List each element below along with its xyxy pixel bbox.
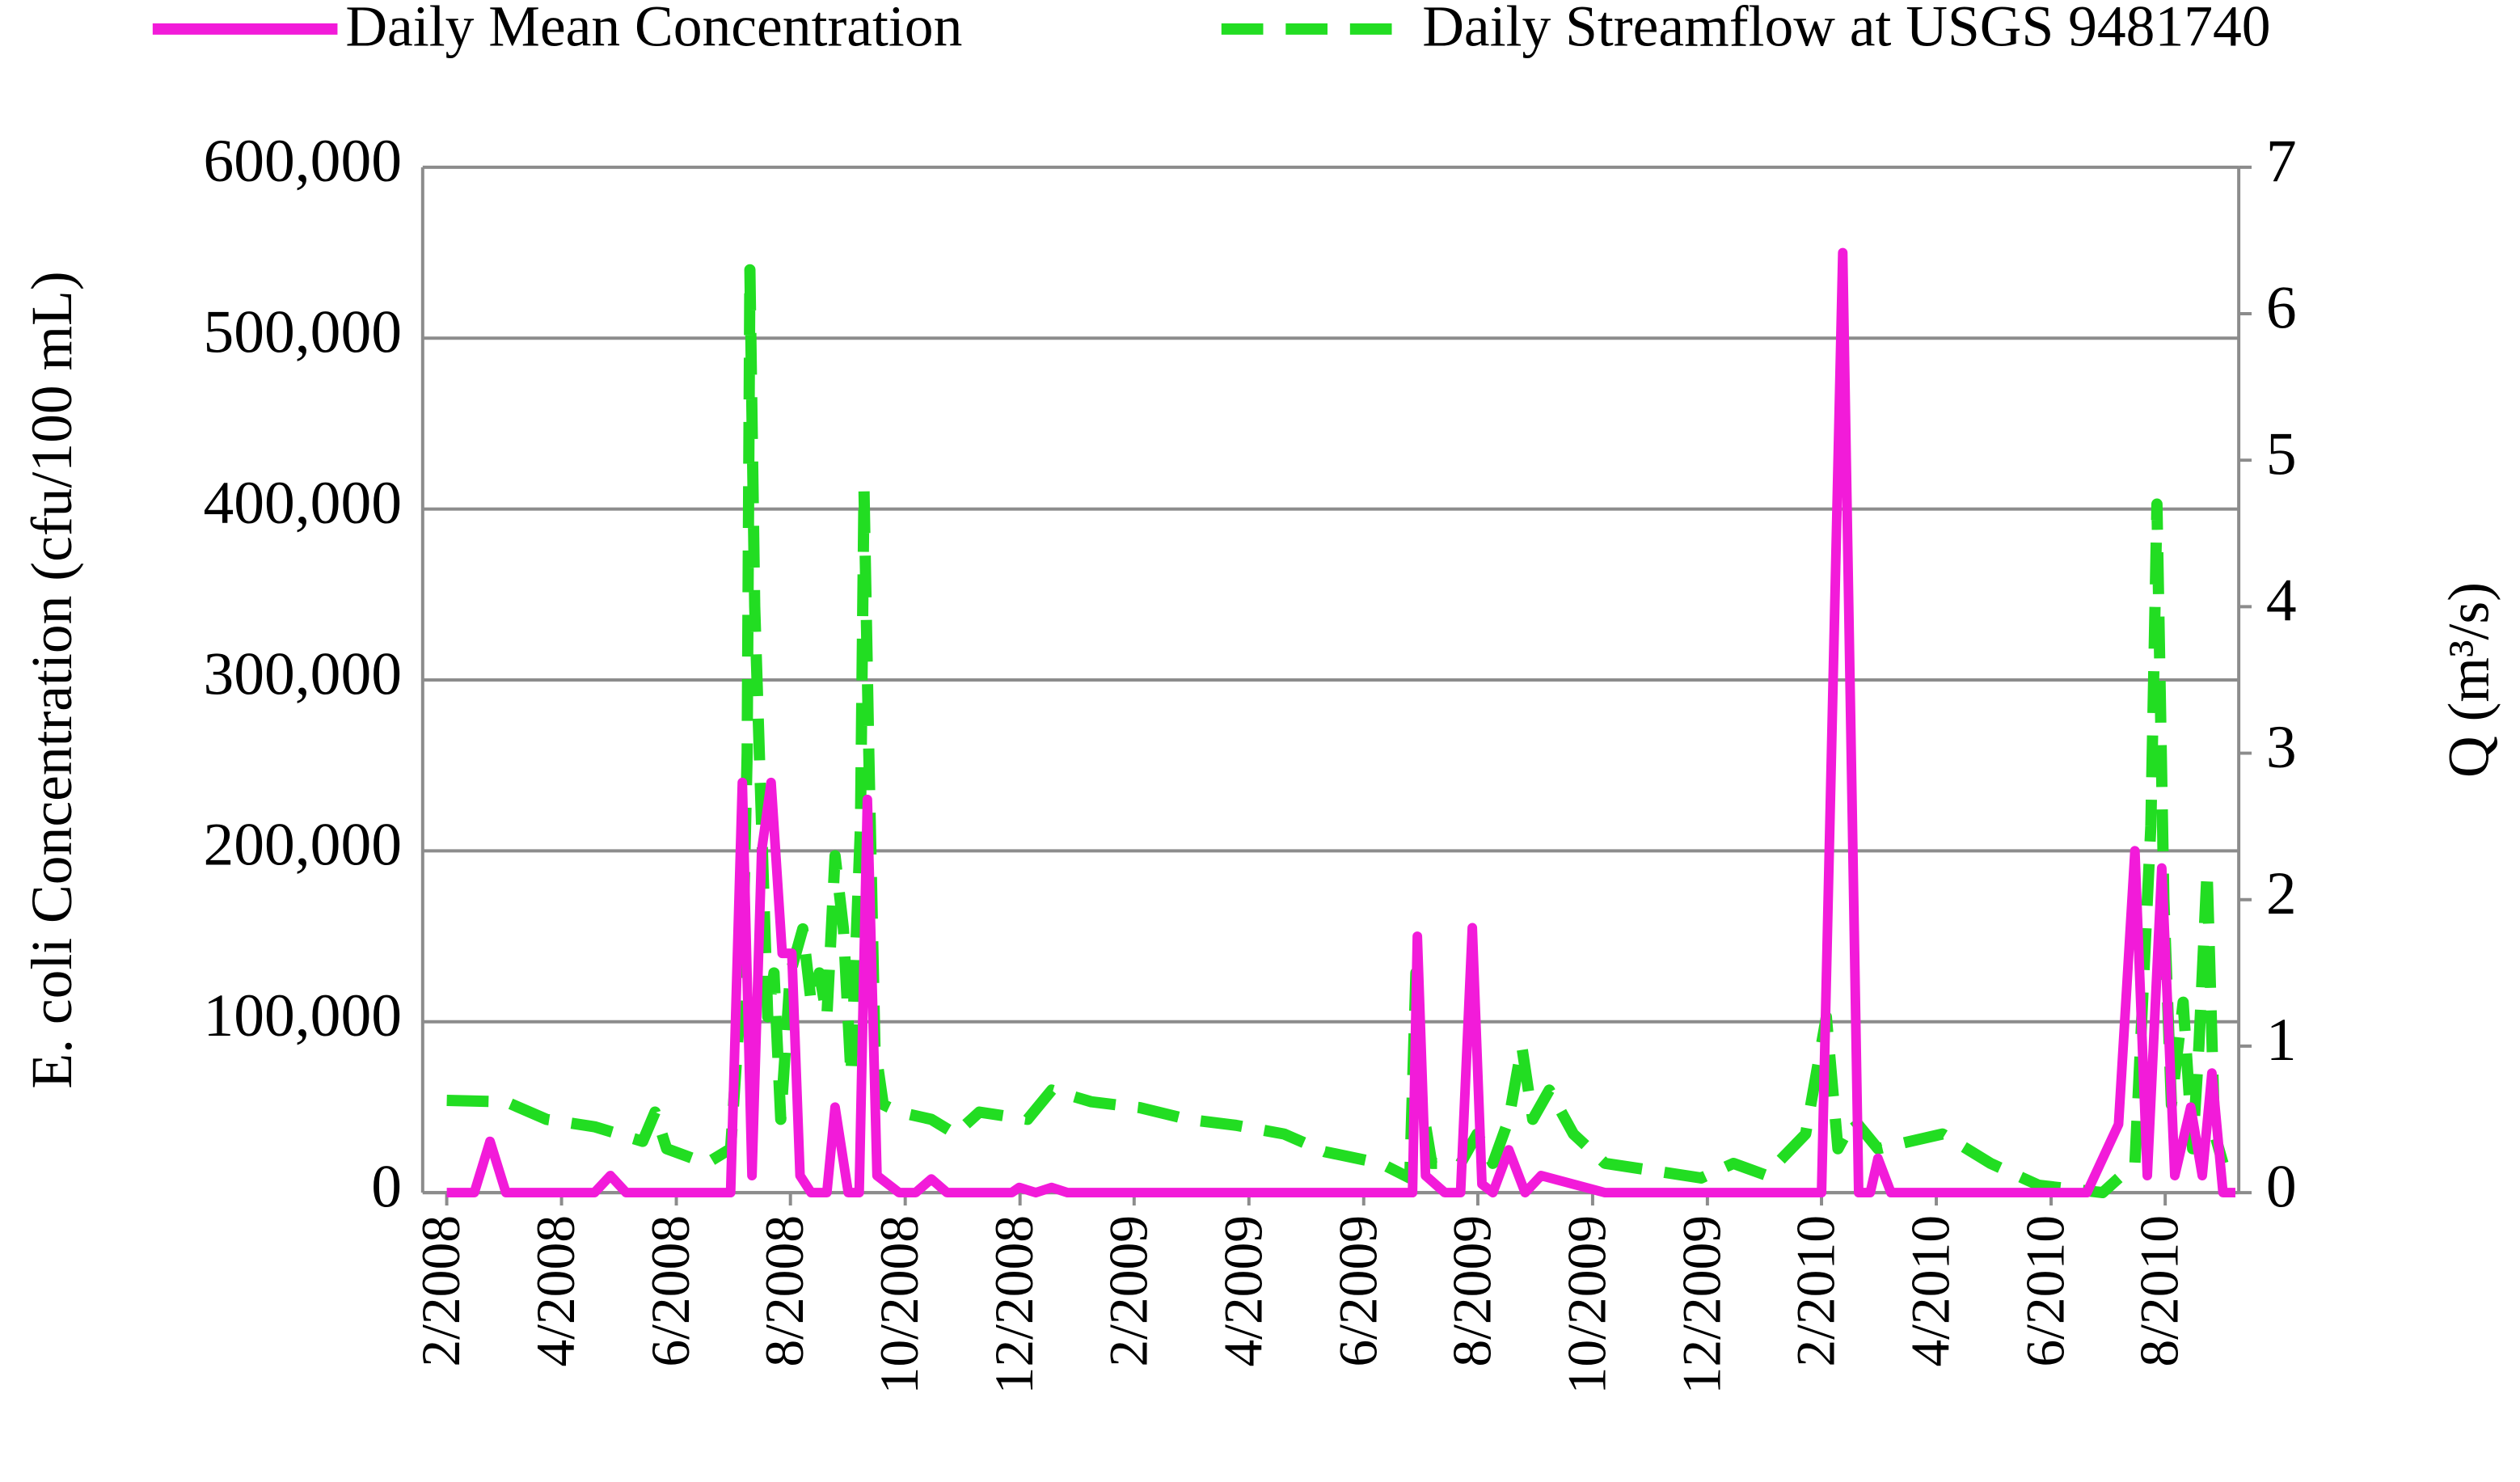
y2-tick-label: 6 [2266, 274, 2297, 341]
y2-tick-label: 2 [2266, 860, 2297, 927]
y-tick-label: 100,000 [204, 982, 402, 1049]
legend-label: Daily Streamflow at USGS 9481740 [1422, 0, 2270, 58]
x-tick-label: 6/2008 [640, 1215, 701, 1367]
x-tick-label: 12/2008 [984, 1215, 1045, 1395]
y2-tick-label: 3 [2266, 714, 2297, 781]
y2-tick-label: 4 [2266, 568, 2297, 635]
x-tick-label: 2/2008 [411, 1215, 471, 1367]
series-line [446, 247, 2235, 1198]
x-tick-label: 4/2008 [526, 1215, 586, 1367]
x-tick-label: 6/2009 [1328, 1215, 1388, 1367]
y-tick-label: 400,000 [204, 470, 402, 537]
y2-tick-label: 0 [2266, 1153, 2297, 1220]
x-tick-label: 8/2010 [2130, 1215, 2190, 1367]
x-tick-label: 2/2009 [1098, 1215, 1159, 1367]
y2-tick-label: 5 [2266, 421, 2297, 488]
y2-axis-title: Q (m³/s) [2438, 582, 2501, 778]
x-tick-label: 4/2009 [1213, 1215, 1273, 1367]
x-tick-label: 8/2008 [754, 1215, 815, 1367]
x-tick-label: 10/2009 [1556, 1215, 1617, 1395]
x-tick-label: 10/2008 [869, 1215, 930, 1395]
x-tick-label: 2/2010 [1786, 1215, 1847, 1367]
x-tick-label: 8/2009 [1442, 1215, 1502, 1367]
y2-tick-label: 1 [2266, 1007, 2297, 1074]
x-tick-label: 6/2010 [2016, 1215, 2076, 1367]
y-tick-label: 200,000 [204, 812, 402, 879]
y-tick-label: 500,000 [204, 299, 402, 366]
y-tick-label: 600,000 [204, 128, 402, 195]
series-line [446, 264, 2229, 1199]
y-tick-label: 0 [371, 1153, 402, 1220]
y2-tick-label: 7 [2266, 128, 2297, 195]
y-tick-label: 300,000 [204, 640, 402, 707]
x-tick-label: 12/2009 [1671, 1215, 1732, 1395]
y-axis-title: E. coli Concentration (cfu/100 mL) [20, 271, 84, 1088]
legend-label: Daily Mean Concentration [345, 0, 962, 58]
x-tick-label: 4/2010 [1901, 1215, 1961, 1367]
